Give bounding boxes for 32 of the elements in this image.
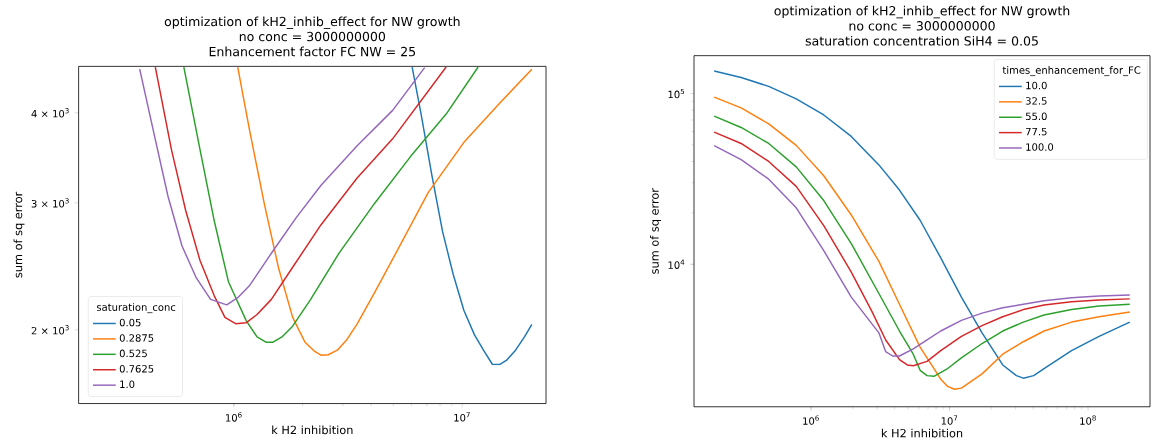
text: saturation concentration SiH4 = 0.05	[805, 35, 1038, 46]
x-axis-title: k H2 inhibition	[881, 428, 963, 438]
x-tick-label: 10$^{6}$	[226, 412, 242, 422]
x-tick-label: 10$^{7}$	[454, 412, 470, 422]
y-tick-label: 4 × 10$^{3}$	[31, 108, 69, 118]
legend-label: 1.0	[120, 380, 135, 389]
chart-subtitle: no conc = 3000000000	[239, 31, 386, 42]
legend-title: saturation_conc	[96, 303, 176, 314]
y-tick-label: 3 × 10$^{3}$	[31, 198, 69, 208]
legend-label: 0.7625	[119, 365, 154, 373]
chart-title: optimization of kH2_inhib_effect for NW growth	[164, 16, 460, 30]
legend-label: 0.05	[119, 318, 141, 327]
y-tick-label: 10$^{5}$	[668, 88, 685, 99]
legend-label: 77.5	[1025, 127, 1047, 136]
y-tick-label: 10$^{4}$	[668, 259, 685, 269]
text: Enhancement factor FC NW = 25	[209, 46, 416, 57]
x-tick-label: 10$^{7}$	[941, 415, 958, 425]
y-axis-title: sum of sq error	[13, 191, 25, 278]
legend-label: 0.525	[119, 349, 147, 358]
legend-label: 100.0	[1026, 143, 1054, 151]
chart-title: optimization of kH2_inhib_effect for NW growth	[774, 5, 1070, 19]
y-tick-label: 2 × 10$^{3}$	[31, 325, 69, 335]
chart-subtitle: no conc = 3000000000	[849, 21, 995, 31]
legend-label: 55.0	[1025, 112, 1047, 121]
legend-label: 10.0	[1026, 81, 1047, 90]
x-tick-label: 10$^{8}$	[1080, 415, 1096, 425]
x-axis-title: k H2 inhibition	[272, 425, 353, 435]
y-axis-title: sum of sq error	[650, 188, 661, 274]
legend-title: times_enhancement_for_FC	[1002, 66, 1141, 77]
legend-label: 32.5	[1025, 97, 1047, 105]
x-tick-label: 10$^{6}$	[803, 415, 819, 425]
legend-label: 0.2875	[119, 334, 154, 342]
